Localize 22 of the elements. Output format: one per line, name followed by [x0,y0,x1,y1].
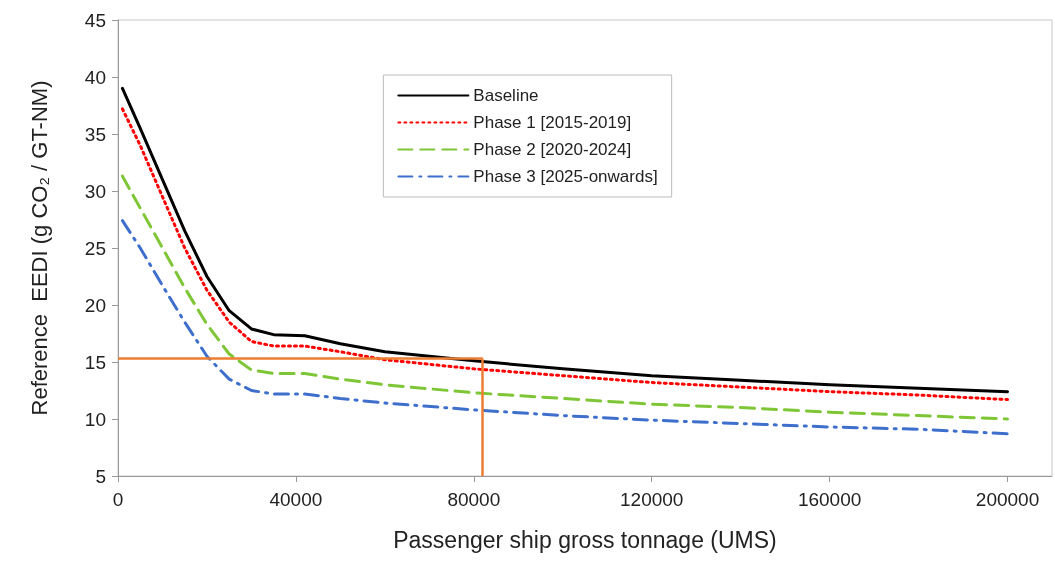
y-tick-label: 20 [84,294,106,316]
x-tick-label: 160000 [797,489,862,510]
legend-label: Phase 3 [2025-onwards] [473,167,658,186]
y-axis-title: Reference EEDI (g CO₂ / GT-NM) [26,80,52,416]
x-tick-label: 200000 [975,489,1040,510]
x-tick-label: 120000 [620,489,684,510]
legend-label: Baseline [473,86,539,105]
x-tick-label: 80000 [447,489,501,510]
y-tick-label: 15 [84,351,106,373]
x-tick-label: 0 [112,489,124,510]
legend-label: Phase 1 [2015-2019] [473,113,632,132]
y-tick-label: 5 [95,465,106,487]
line-series [120,219,1010,436]
y-tick-label: 35 [84,123,106,145]
legend-label: Phase 2 [2020-2024] [473,140,632,159]
y-tick-label: 25 [84,237,106,259]
y-tick-label: 45 [84,9,106,31]
y-tick-label: 40 [84,66,106,88]
x-tick-label: 40000 [269,489,323,510]
x-axis-title: Passenger ship gross tonnage (UMS) [393,526,777,553]
y-tick-label: 10 [84,408,106,430]
y-tick-label: 30 [84,180,106,202]
